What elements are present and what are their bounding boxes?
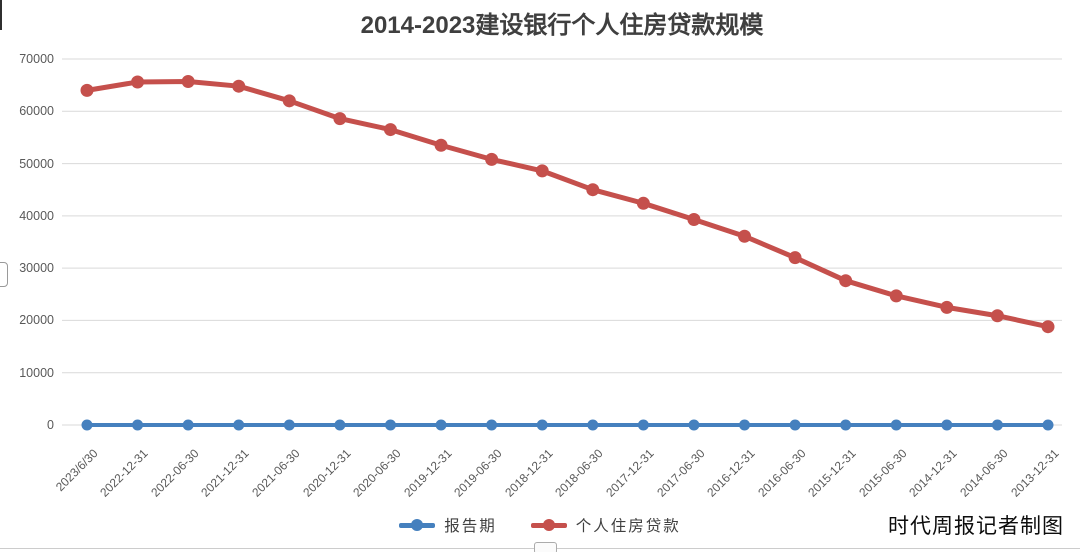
legend-marker-icon [530, 519, 567, 531]
data-point [940, 300, 954, 314]
data-point [435, 419, 447, 431]
data-point [232, 79, 246, 93]
data-point [636, 196, 650, 210]
data-point [80, 83, 94, 97]
data-point [131, 75, 145, 89]
data-point [333, 112, 347, 126]
data-point [434, 138, 448, 152]
legend-marker-icon [399, 519, 436, 531]
y-tick-label: 0 [47, 418, 54, 432]
data-point [486, 419, 498, 431]
data-point [181, 74, 195, 88]
legend-item-1[interactable]: 个人住房贷款 [530, 514, 681, 536]
data-point [991, 419, 1003, 431]
y-tick-label: 70000 [19, 52, 54, 66]
series-line-1 [84, 78, 1051, 330]
data-point [688, 419, 700, 431]
window-edge-artifact [0, 0, 2, 30]
legend-dot-icon [542, 519, 555, 531]
data-point [282, 94, 296, 108]
legend: 报告期 个人住房贷款 [0, 511, 1080, 539]
y-tick-label: 50000 [19, 156, 54, 171]
legend-label: 报告期 [444, 518, 497, 535]
y-tick-label: 10000 [19, 365, 54, 380]
data-point [889, 289, 903, 303]
data-point [586, 183, 600, 197]
data-point [1041, 320, 1055, 334]
legend-label: 个人住房贷款 [575, 518, 681, 535]
data-point [840, 419, 852, 431]
data-point [839, 274, 853, 288]
y-tick-label: 30000 [19, 261, 54, 276]
data-point [334, 419, 346, 431]
data-point [1042, 419, 1054, 431]
legend-dot-icon [411, 519, 424, 531]
data-point [132, 419, 144, 431]
data-point [890, 419, 902, 431]
data-point [990, 309, 1004, 323]
data-point [788, 251, 802, 265]
data-point [384, 419, 396, 431]
data-point [536, 419, 548, 431]
data-point [485, 152, 499, 166]
data-point [738, 229, 752, 243]
y-tick-label: 20000 [19, 313, 54, 328]
data-point [283, 419, 295, 431]
data-point [789, 419, 801, 431]
data-point [687, 213, 701, 227]
data-point [535, 164, 549, 178]
data-point [587, 419, 599, 431]
y-tick-label: 40000 [19, 208, 54, 223]
data-point [233, 419, 245, 431]
data-point [81, 419, 93, 431]
data-point [637, 419, 649, 431]
data-point [182, 419, 194, 431]
legend-item-0[interactable]: 报告期 [399, 514, 497, 536]
data-point [941, 419, 953, 431]
bottom-resize-tab[interactable] [534, 542, 557, 552]
chart-title: 2014-2023建设银行个人住房贷款规模 [360, 12, 764, 39]
credit-text: 时代周报记者制图 [888, 514, 1064, 538]
left-edge-fragment-artifact [0, 262, 8, 287]
data-point [383, 123, 397, 137]
data-point [739, 419, 751, 431]
y-tick-label: 60000 [19, 104, 54, 119]
